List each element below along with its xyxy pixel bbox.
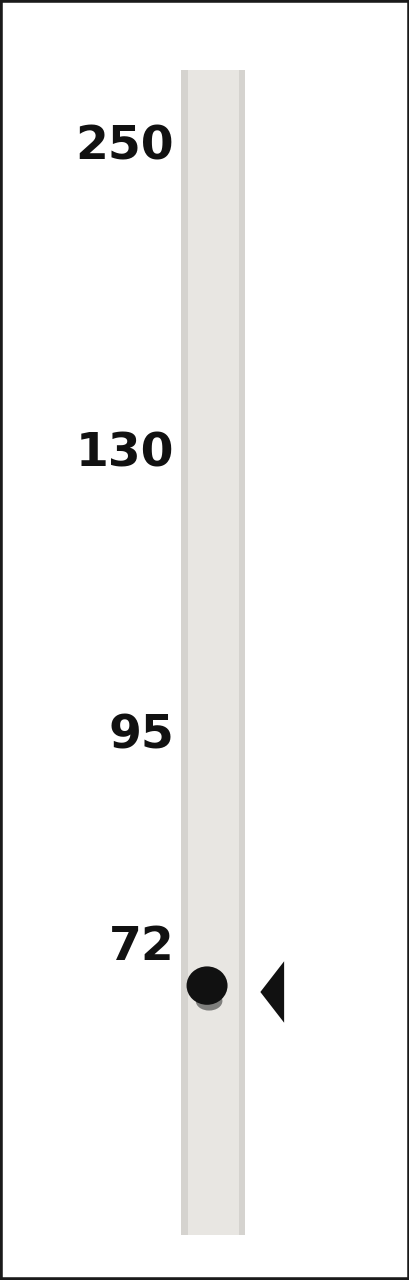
Ellipse shape [186,966,227,1005]
Text: 250: 250 [75,124,174,170]
Text: 72: 72 [108,924,174,970]
Text: 95: 95 [108,713,174,759]
Bar [238,70,245,1235]
Bar [181,70,187,1235]
Bar [181,70,245,1235]
Polygon shape [260,961,283,1023]
Ellipse shape [196,991,222,1011]
Text: 130: 130 [76,431,174,477]
